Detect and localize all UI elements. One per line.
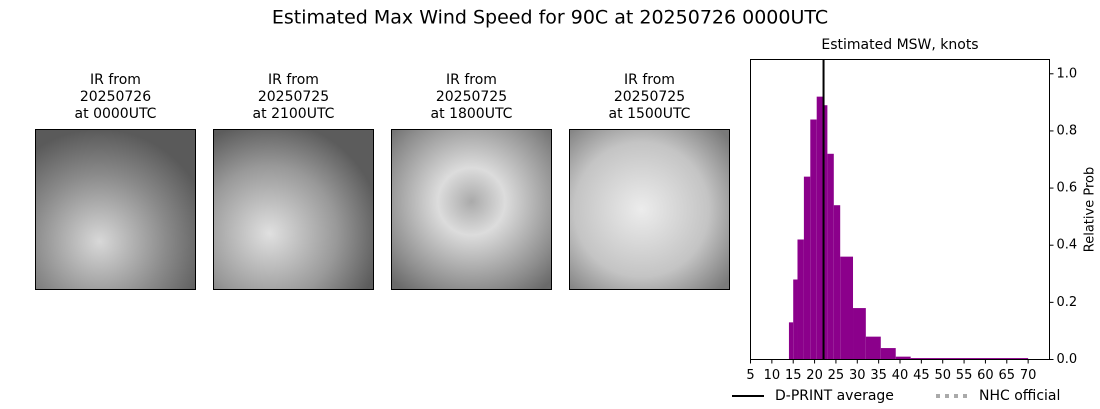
x-tick-label: 50 — [934, 368, 951, 383]
x-tick-label: 70 — [1020, 368, 1037, 383]
panel-title: 20250725 — [258, 89, 329, 105]
satellite-image — [569, 129, 730, 290]
x-tick-label: 45 — [913, 368, 930, 383]
y-tick-label: 0.2 — [1057, 295, 1078, 310]
x-tick-label: 15 — [785, 368, 802, 383]
x-tick-label: 40 — [892, 368, 909, 383]
panel-title: 20250725 — [436, 89, 507, 105]
x-tick-label: 60 — [977, 368, 994, 383]
satellite-image — [213, 129, 374, 290]
x-tick-label: 65 — [999, 368, 1016, 383]
panel-title: at 0000UTC — [75, 106, 157, 122]
bar — [827, 153, 834, 360]
x-tick-label: 5 — [746, 368, 754, 383]
bar — [788, 322, 794, 360]
x-tick-label: 10 — [764, 368, 781, 383]
panel-title: IR from — [624, 72, 675, 88]
x-tick-label: 30 — [849, 368, 866, 383]
bar — [793, 279, 798, 360]
bar — [797, 239, 804, 360]
panel-title: IR from — [268, 72, 319, 88]
x-tick-label: 55 — [956, 368, 973, 383]
panel-title: 20250726 — [80, 89, 151, 105]
satellite-image — [391, 129, 552, 290]
panel-title: at 1800UTC — [431, 106, 513, 122]
bar — [840, 256, 854, 360]
bar — [865, 336, 881, 360]
y-axis-label: Relative Prob — [1083, 167, 1098, 252]
bar — [853, 308, 866, 360]
bar — [895, 356, 911, 360]
chart-title: Estimated MSW, knots — [821, 37, 978, 53]
x-tick-label: 35 — [870, 368, 887, 383]
bar — [880, 348, 896, 360]
panel-title: IR from — [446, 72, 497, 88]
panel-title: at 1500UTC — [609, 106, 691, 122]
y-tick-label: 1.0 — [1057, 66, 1078, 81]
x-tick-label: 20 — [806, 368, 823, 383]
panel-title: at 2100UTC — [253, 106, 335, 122]
x-tick-label: 25 — [828, 368, 845, 383]
bar — [803, 176, 811, 360]
bar — [823, 105, 828, 360]
y-tick-label: 0.8 — [1057, 123, 1078, 138]
panel-title: 20250725 — [614, 89, 685, 105]
bar — [816, 96, 824, 360]
satellite-image — [35, 129, 196, 290]
bar — [810, 119, 817, 360]
legend-label: D-PRINT average — [775, 388, 894, 404]
y-tick-label: 0.0 — [1057, 352, 1078, 367]
bar — [833, 205, 841, 360]
bar — [910, 358, 1029, 360]
y-tick-label: 0.4 — [1057, 238, 1078, 253]
y-tick-label: 0.6 — [1057, 181, 1078, 196]
panel-title: IR from — [90, 72, 141, 88]
legend-label: NHC official — [979, 388, 1060, 404]
page-title: Estimated Max Wind Speed for 90C at 2025… — [272, 7, 828, 29]
